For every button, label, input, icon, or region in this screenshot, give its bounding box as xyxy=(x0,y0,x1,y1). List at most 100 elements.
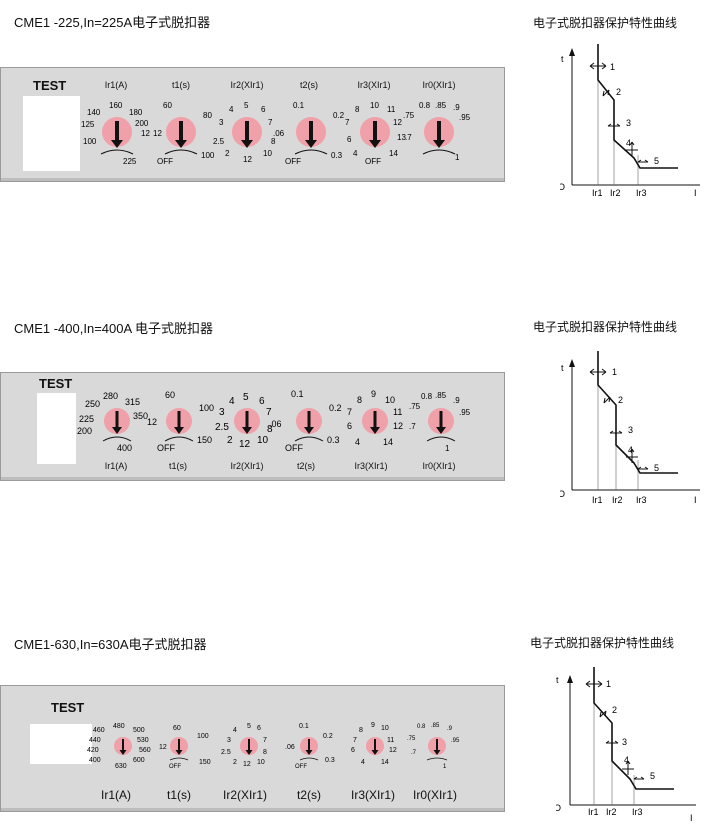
t2-knob[interactable]: 0.1 0.2 .06 OFF 0.3 xyxy=(285,720,345,776)
ir2-knob[interactable]: 2.5 3 4 5 6 7 8 10 12 2 xyxy=(219,720,279,776)
t2-scale-0.2: 0.2 xyxy=(323,733,333,740)
ir0-scale-.75: .75 xyxy=(407,736,416,742)
t2-scale-off: OFF xyxy=(295,764,307,770)
t1-knob[interactable]: 60 80 12 OFF 100 xyxy=(153,96,223,178)
t1-scale-150: 150 xyxy=(199,759,211,766)
ir2-scale-4: 4 xyxy=(229,396,235,407)
ir3-scale-11: 11 xyxy=(393,407,402,417)
t2-knob[interactable]: 0.1 0.2 .06 OFF 0.3 xyxy=(269,387,349,459)
ir0-scale-.7: .7 xyxy=(411,750,417,756)
point-label-4: 4 xyxy=(624,755,629,765)
t1-knob[interactable]: 60 100 12 OFF 150 xyxy=(159,720,219,776)
ir1-scale-350: 350 xyxy=(133,411,148,421)
ir2-scale-10: 10 xyxy=(257,759,265,766)
knob-label-t2: t2(s) xyxy=(297,461,315,471)
ir0-scale-.75: .75 xyxy=(409,402,421,411)
ir0-knob[interactable]: .75 0.8 .85 .9 .95 .7 1 xyxy=(403,96,475,178)
ir3-knob[interactable]: 6 7 8 10 11 12 13 14 OFF 4 xyxy=(339,96,411,178)
origin-label: O xyxy=(560,489,565,499)
ir3-scale-11: 11 xyxy=(387,737,394,744)
test-button[interactable] xyxy=(23,96,80,171)
ir1-scale-250: 250 xyxy=(85,399,100,409)
ir0-knob[interactable]: .75 0.8 .85 .9 .95 .7 1 xyxy=(405,720,469,776)
ir0-scale-.85: .85 xyxy=(435,391,447,400)
t1-scale-off: OFF xyxy=(157,443,175,453)
ir2-knob[interactable]: 2.5 3 4 5 6 7 8 10 12 2 xyxy=(211,96,283,178)
knob-label-ir1: Ir1(A) xyxy=(104,80,128,90)
ir0-scale-0.8: 0.8 xyxy=(421,392,433,401)
ir1-knob[interactable]: 400 420 440 460 480 500 530 560 600 630 xyxy=(87,720,157,776)
ir0-scale-.75: .75 xyxy=(403,111,415,120)
test-button[interactable] xyxy=(30,724,92,764)
test-label: TEST xyxy=(33,78,67,93)
ir0-knob[interactable]: .75 0.8 .85 .9 .95 .7 1 xyxy=(405,387,477,459)
ir2-scale-8: 8 xyxy=(263,749,267,756)
ir1-scale-630: 630 xyxy=(115,763,127,770)
t1-scale-12: 12 xyxy=(159,744,167,751)
ir3-knob[interactable]: 6 7 8 9 10 11 12 14 4 xyxy=(339,387,411,459)
ir0-scale-.9: .9 xyxy=(453,103,460,112)
ir1-scale-200: 200 xyxy=(135,119,149,128)
axis-t-label: t xyxy=(556,675,559,685)
ir1-scale-12: 12 xyxy=(141,129,150,138)
ir3-scale-7: 7 xyxy=(347,407,352,417)
origin-label: O xyxy=(560,182,565,192)
ir0-scale-.7: .7 xyxy=(405,133,412,142)
ir1-scale-400: 400 xyxy=(117,443,132,453)
t1-scale-off: OFF xyxy=(157,157,173,166)
ir2-scale-2.5: 2.5 xyxy=(215,422,229,433)
point-label-1: 1 xyxy=(612,367,617,377)
ir0-scale-.95: .95 xyxy=(459,113,471,122)
x-label-ir2: Ir2 xyxy=(606,807,617,817)
knob-label-ir3: Ir3(XIr1) xyxy=(350,788,395,802)
ir2-scale-2: 2 xyxy=(225,149,230,158)
ir3-scale-off: OFF xyxy=(365,157,381,166)
ir2-scale-3: 3 xyxy=(227,737,231,744)
ir2-scale-6: 6 xyxy=(259,396,265,407)
trip-unit-panel-630: TEST Ir1(A) t1(s) Ir2(XIr1) t2(s) Ir3(XI… xyxy=(0,685,505,812)
t1-scale-100: 100 xyxy=(201,151,215,160)
ir3-scale-4: 4 xyxy=(361,759,365,766)
ir3-scale-6: 6 xyxy=(351,747,355,754)
ir1-knob[interactable]: 100 125 140 160 180 200 12 225 xyxy=(81,96,151,178)
point-label-5: 5 xyxy=(654,463,659,473)
ir1-scale-160: 160 xyxy=(109,101,123,110)
t1-scale-60: 60 xyxy=(165,390,175,400)
ir2-scale-10: 10 xyxy=(257,435,269,446)
point-label-1: 1 xyxy=(606,679,611,689)
protection-curve-630: t O I Ir1 Ir2 Ir3 1 2 3 4 5 xyxy=(556,667,696,823)
ir2-knob[interactable]: 2.5 3 4 5 6 7 8 10 12 2 xyxy=(211,387,283,459)
ir2-scale-8: 8 xyxy=(267,424,273,435)
x-label-ir1: Ir1 xyxy=(592,495,603,505)
test-button[interactable] xyxy=(37,393,76,464)
ir2-scale-12: 12 xyxy=(239,439,251,450)
ir2-scale-3: 3 xyxy=(219,407,225,418)
ir2-scale-2: 2 xyxy=(233,759,237,766)
axis-i-label: I xyxy=(690,813,693,823)
point-label-5: 5 xyxy=(650,771,655,781)
ir3-scale-9: 9 xyxy=(371,722,375,729)
ir1-knob[interactable]: 200 225 250 280 315 350 400 xyxy=(77,387,153,459)
ir2-scale-8: 8 xyxy=(271,137,276,146)
knob-label-ir0: Ir0(XIr1) xyxy=(422,461,456,471)
point-label-2: 2 xyxy=(616,87,621,97)
ir3-scale-13: 13 xyxy=(397,133,406,142)
x-label-ir3: Ir3 xyxy=(632,807,643,817)
t2-scale-.06: .06 xyxy=(273,129,285,138)
axis-t-label: t xyxy=(561,363,564,373)
ir3-scale-7: 7 xyxy=(353,737,357,744)
t2-knob[interactable]: 0.1 0.2 .06 OFF 0.3 xyxy=(273,96,353,178)
ir3-scale-12: 12 xyxy=(393,421,403,431)
t1-scale-off: OFF xyxy=(169,764,181,770)
knob-label-ir2: Ir2(XIr1) xyxy=(230,80,264,90)
t2-scale-0.1: 0.1 xyxy=(293,101,305,110)
t1-knob[interactable]: 60 100 12 OFF 150 xyxy=(147,387,221,459)
ir1-scale-560: 560 xyxy=(139,747,151,754)
ir3-scale-8: 8 xyxy=(357,395,362,405)
knob-label-t2: t2(s) xyxy=(297,788,321,802)
ir1-scale-280: 280 xyxy=(103,391,118,401)
ir1-scale-140: 140 xyxy=(87,108,101,117)
t2-scale-0.3: 0.3 xyxy=(325,757,335,764)
trip-unit-panel-225: TEST Ir1(A) t1(s) Ir2(XIr1) t2(s) Ir3(XI… xyxy=(0,67,505,182)
ir3-knob[interactable]: 6 7 8 9 10 11 12 14 4 xyxy=(345,720,405,776)
